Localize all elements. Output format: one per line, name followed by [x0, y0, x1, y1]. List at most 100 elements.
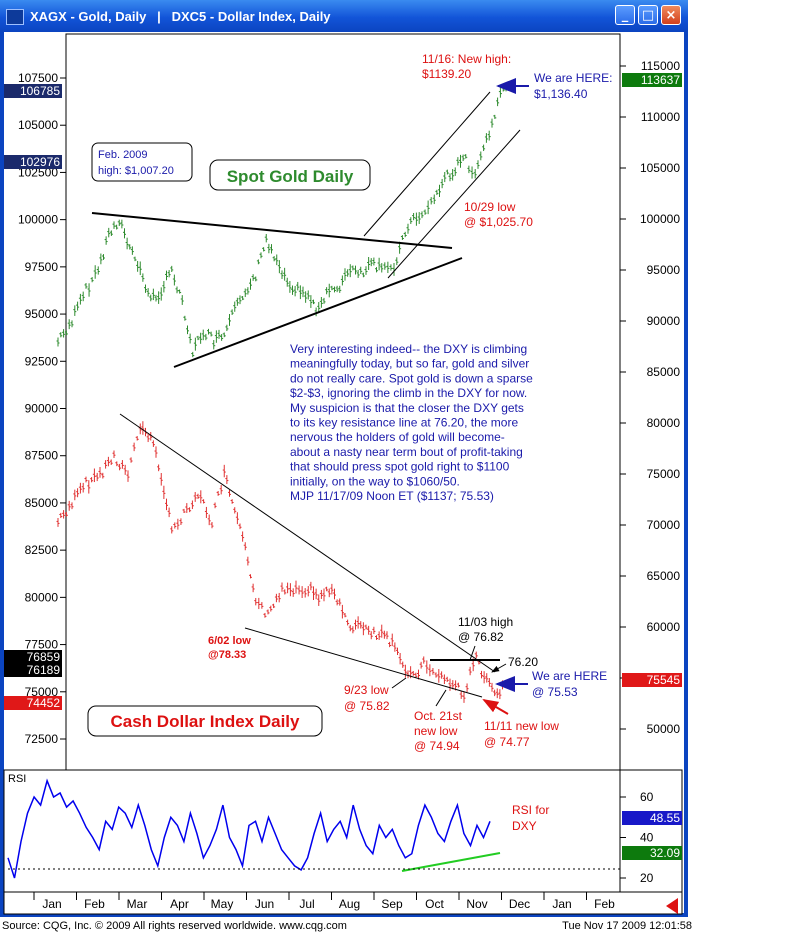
right-price-marker	[622, 673, 682, 687]
left-tick-label: 100000	[18, 213, 58, 227]
right-price-marker-label: 113637	[641, 73, 680, 87]
left-tick-label: 82500	[25, 543, 59, 557]
sep23-line1: 9/23 low	[344, 683, 389, 697]
x-tick-label: Jan	[42, 897, 61, 911]
sep23-pointer	[391, 677, 407, 689]
rsi-tick-label: 20	[640, 871, 654, 885]
minimize-button[interactable]: _	[615, 5, 635, 25]
x-tick-label: Nov	[466, 897, 487, 911]
gold-channel-top	[363, 91, 491, 237]
footer: Source: CQG, Inc. © 2009 All rights rese…	[2, 920, 692, 932]
oct21-line2: new low	[414, 724, 458, 738]
rsi-trend-line	[401, 852, 501, 872]
app-icon	[6, 9, 24, 25]
commentary-line: about a nasty near term bout of profit-t…	[290, 445, 523, 459]
feb-high-line1: Feb. 2009	[98, 149, 148, 161]
left-tick-label: 92500	[25, 354, 59, 368]
commentary-line: meaningfully today, but so far, gold and…	[290, 357, 529, 371]
oct21-line3: @ 74.94	[414, 739, 460, 753]
left-tick-label: 75000	[25, 685, 59, 699]
level-7620-arrow	[491, 663, 507, 673]
right-tick-label: 90000	[647, 314, 681, 328]
feb-high-line2: high: $1,007.20	[98, 165, 174, 177]
rsi-tick-label: 60	[640, 790, 654, 804]
commentary-line: My suspicion is that the closer the DXY …	[290, 401, 524, 415]
right-price-marker-label: 75545	[647, 673, 681, 687]
feb-high-callout	[91, 142, 193, 182]
x-tick-label: Sep	[381, 897, 403, 911]
jun02-line1: 6/02 low	[208, 635, 251, 647]
right-tick-label: 50000	[647, 722, 681, 736]
left-tick-label: 72500	[25, 732, 59, 746]
right-tick-label: 80000	[647, 416, 681, 430]
rsi-value-marker	[622, 811, 682, 825]
left-price-marker-label: 102976	[20, 155, 60, 169]
dxy-resistance-line	[119, 413, 496, 673]
rsi-tick-label: 40	[640, 831, 654, 845]
rsi-panel	[3, 769, 683, 893]
rsi-title: RSI	[8, 773, 26, 785]
x-tick-label: Jul	[299, 897, 314, 911]
right-tick-label: 105000	[640, 161, 680, 175]
left-tick-label: 80000	[25, 590, 59, 604]
rsi-note-line2: DXY	[512, 819, 537, 833]
new-high-line1: 11/16: New high:	[422, 52, 511, 66]
nov11-arrow	[482, 698, 509, 715]
left-tick-label: 85000	[25, 496, 59, 510]
right-tick-label: 75000	[647, 467, 681, 481]
left-tick-label: 105000	[18, 118, 58, 132]
left-price-marker	[4, 696, 62, 710]
nov03-line1: 11/03 high	[458, 615, 513, 629]
right-tick-label: 100000	[640, 212, 680, 226]
gold-here-line1: We are HERE:	[534, 71, 612, 85]
window-title: XAGX - Gold, Daily | DXC5 - Dollar Index…	[30, 9, 331, 24]
gold-title: Spot Gold Daily	[227, 167, 354, 186]
right-tick-label: 110000	[641, 110, 680, 124]
left-price-marker	[4, 84, 62, 98]
commentary-line: initially, on the way to $1060/50.	[290, 474, 460, 488]
x-tick-label: Mar	[127, 897, 148, 911]
right-tick-label: 95000	[647, 263, 681, 277]
dxy-here-line1: We are HERE	[532, 669, 607, 683]
x-tick-label: Oct	[425, 897, 444, 911]
main-plot-area	[65, 33, 621, 771]
right-tick-label: 60000	[647, 620, 681, 634]
title-bar[interactable]: XAGX - Gold, Daily | DXC5 - Dollar Index…	[0, 0, 688, 32]
level-7620: 76.20	[508, 655, 538, 669]
left-tick-label: 107500	[18, 71, 58, 85]
gold-here-line2: $1,136.40	[534, 87, 588, 101]
commentary-line: $2-$3, ignoring the climb in the DXY for…	[290, 386, 527, 400]
left-price-marker-label: 74452	[27, 696, 61, 710]
right-tick-label: 65000	[647, 569, 681, 583]
maximize-button[interactable]: □	[638, 5, 658, 25]
commentary-line: Very interesting indeed-- the DXY is cli…	[290, 342, 527, 356]
left-price-marker-label: 76189	[27, 663, 61, 677]
x-tick-label: Jun	[255, 897, 274, 911]
oct21-pointer	[435, 689, 447, 707]
close-button[interactable]: ×	[661, 5, 681, 25]
dxy-support-line	[244, 627, 483, 698]
x-tick-label: Feb	[594, 897, 615, 911]
left-tick-label: 77500	[25, 638, 59, 652]
commentary-line: nervous the holders of gold will become-	[290, 430, 505, 444]
right-price-marker	[622, 73, 682, 87]
nov11-line2: @ 74.77	[484, 735, 530, 749]
left-price-marker-label: 76859	[27, 650, 61, 664]
nov11-line1: 11/11 new low	[484, 719, 559, 733]
x-tick-label: Dec	[509, 897, 530, 911]
right-tick-label: 115000	[641, 59, 680, 73]
left-price-marker	[4, 663, 62, 677]
right-tick-label: 85000	[647, 365, 681, 379]
time-axis	[3, 891, 683, 915]
oct29-line2: @ $1,025.70	[464, 215, 533, 229]
right-tick-label: 70000	[647, 518, 681, 532]
scroll-right-icon[interactable]	[666, 898, 678, 914]
rsi-value-marker-label: 32.09	[650, 846, 680, 860]
dxy-here-line2: @ 75.53	[532, 685, 578, 699]
dollar-title: Cash Dollar Index Daily	[111, 712, 300, 731]
new-high-line2: $1139.20	[422, 67, 471, 81]
rsi-series-line	[7, 778, 491, 879]
left-tick-label: 87500	[25, 449, 59, 463]
x-tick-label: Apr	[170, 897, 189, 911]
